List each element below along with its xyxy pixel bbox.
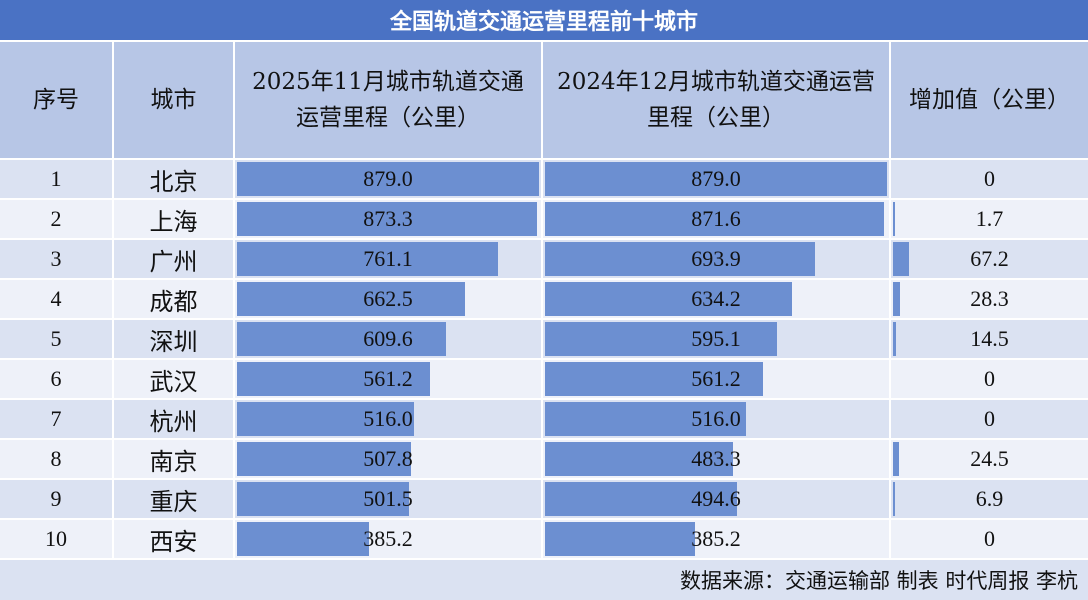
label-increase: 0 [984,406,995,431]
increase-cell [891,520,1088,558]
header-rank: 序号 [0,42,112,158]
label-nov2025: 507.8 [363,446,413,471]
label-dec2024: 595.1 [691,326,741,351]
header-dec2024: 2024年12月城市轨道交通运营里程（公里） [543,42,889,158]
label-increase: 24.5 [970,446,1009,471]
label-nov2025: 385.2 [363,526,413,551]
increase-cell [891,480,1088,518]
bar-nov2025 [237,202,537,236]
increase-cell [891,400,1088,438]
label-nov2025: 879.0 [363,166,413,191]
label-dec2024: 385.2 [691,526,741,551]
header-nov2025: 2025年11月城市轨道交通运营里程（公里） [235,42,541,158]
city-cell: 武汉 [114,360,233,398]
chart-title: 全国轨道交通运营里程前十城市 [0,0,1088,40]
city-cell: 成都 [114,280,233,318]
label-dec2024: 871.6 [691,206,741,231]
city-cell: 北京 [114,160,233,198]
label-nov2025: 662.5 [363,286,413,311]
header-city: 城市 [114,42,233,158]
bar-dec2024 [545,202,884,236]
increase-cell [891,320,1088,358]
bar-nov2025 [237,442,411,476]
label-dec2024: 561.2 [691,366,741,391]
bar-nov2025 [237,362,430,396]
bar-dec2024 [545,362,763,396]
bar-increase [893,242,909,276]
city-cell: 广州 [114,240,233,278]
bar-increase [893,482,895,516]
bar-dec2024 [545,442,733,476]
bar-nov2025 [237,482,409,516]
rank-cell: 8 [0,440,112,478]
increase-cell [891,160,1088,198]
label-nov2025: 873.3 [363,206,413,231]
bar-nov2025 [237,322,446,356]
source-note: 数据来源：交通运输部 制表 时代周报 李杭 [0,560,1088,600]
bar-increase [893,282,900,316]
bar-dec2024 [545,402,746,436]
label-nov2025: 561.2 [363,366,413,391]
rank-cell: 4 [0,280,112,318]
city-cell: 西安 [114,520,233,558]
label-increase: 1.7 [975,206,1004,231]
rank-cell: 2 [0,200,112,238]
rank-cell: 10 [0,520,112,558]
bar-dec2024 [545,282,792,316]
city-cell: 上海 [114,200,233,238]
increase-cell [891,200,1088,238]
increase-cell [891,440,1088,478]
label-increase: 6.9 [975,486,1004,511]
label-increase: 0 [984,366,995,391]
bar-dec2024 [545,522,695,556]
bar-dec2024 [545,162,887,196]
label-dec2024: 483.3 [691,446,741,471]
city-cell: 杭州 [114,400,233,438]
label-increase: 0 [984,526,995,551]
bar-increase [893,322,896,356]
bar-increase [893,442,899,476]
label-dec2024: 879.0 [691,166,741,191]
city-cell: 深圳 [114,320,233,358]
bar-dec2024 [545,322,777,356]
bar-nov2025 [237,402,414,436]
bar-dec2024 [545,242,815,276]
label-increase: 14.5 [970,326,1009,351]
increase-cell [891,240,1088,278]
label-nov2025: 501.5 [363,486,413,511]
label-dec2024: 693.9 [691,246,741,271]
rank-cell: 7 [0,400,112,438]
city-cell: 重庆 [114,480,233,518]
label-dec2024: 634.2 [691,286,741,311]
rank-cell: 6 [0,360,112,398]
rank-cell: 5 [0,320,112,358]
label-dec2024: 516.0 [691,406,741,431]
bar-nov2025 [237,282,465,316]
bar-dec2024 [545,482,737,516]
rank-cell: 3 [0,240,112,278]
increase-cell [891,280,1088,318]
city-cell: 南京 [114,440,233,478]
label-increase: 28.3 [970,286,1009,311]
rank-cell: 9 [0,480,112,518]
label-nov2025: 761.1 [363,246,413,271]
bar-nov2025 [237,522,369,556]
increase-cell [891,360,1088,398]
label-increase: 0 [984,166,995,191]
bar-increase [893,202,895,236]
label-nov2025: 609.6 [363,326,413,351]
bar-nov2025 [237,242,498,276]
label-nov2025: 516.0 [363,406,413,431]
bar-nov2025 [237,162,539,196]
label-dec2024: 494.6 [691,486,741,511]
header-increase: 增加值（公里） [891,42,1088,158]
label-increase: 67.2 [970,246,1009,271]
rank-cell: 1 [0,160,112,198]
